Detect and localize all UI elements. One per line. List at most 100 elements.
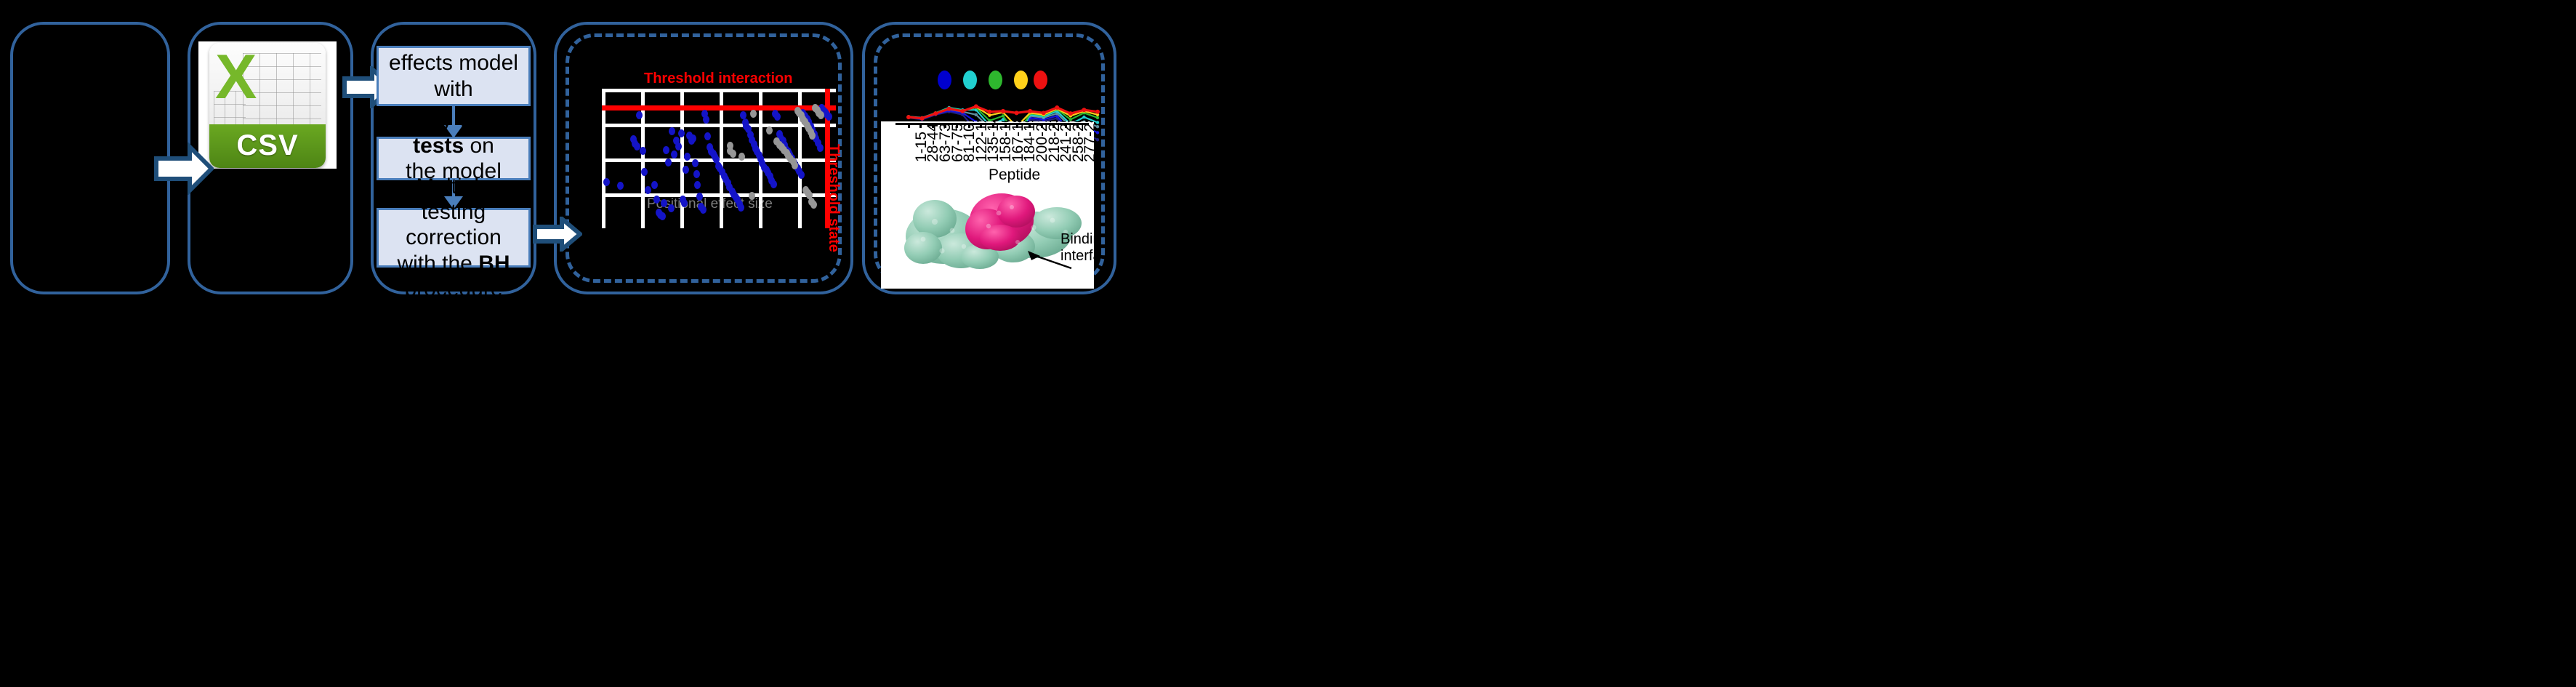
marker-series-cyan [1001,118,1005,121]
peptide-tick [919,123,922,128]
connector-arrowhead-bh [444,196,463,209]
marker-series-red [1055,105,1060,110]
protein-structure-image [904,193,1082,270]
statistics-panel[interactable] [371,22,536,294]
connector-wald-to-bh [452,180,455,198]
scatter-point-significant [770,180,777,188]
scatter-point-significant [693,170,700,179]
peptide-tick [956,123,959,128]
threshold-state-line [825,89,830,228]
marker-series-red [973,104,978,109]
step-bh-box[interactable]: Multiple testing correction with the BH pr… [377,174,531,301]
scatter-point-significant [749,135,756,144]
scatter-point-significant [696,192,703,201]
peptide-tick [931,123,934,128]
marker-series-cyan [1082,115,1086,119]
peptide-tick [992,123,994,128]
scatter-point-significant [726,182,733,191]
scatter-point-significant [738,204,745,212]
scatter-point-significant [644,186,651,195]
marker-series-red [1001,108,1005,113]
volcano-panel[interactable] [554,22,853,294]
scatter-point-significant [813,134,820,142]
scatter-point-significant [745,124,752,133]
binding-interface-line1: Binding [1060,231,1094,247]
scatter-point-significant [719,167,725,176]
scatter-point-significant [672,137,680,145]
csv-x-letter: X [215,42,257,112]
scatter-point-nonsignificant [792,161,799,169]
peptide-tick [1064,123,1067,128]
marker-series-red [1082,108,1087,113]
scatter-point-significant [779,137,786,145]
scatter-point-significant [750,140,757,148]
scatter-point-significant [669,127,676,136]
scatter-point-significant [757,155,765,164]
threshold-state-label: Threshold state [826,144,842,252]
scatter-point-significant [636,111,643,120]
scatter-point-significant [651,181,658,190]
legend-dot-5 [1034,71,1047,89]
connector-arrowhead-wald [444,125,463,138]
marker-series-blue [1095,131,1100,134]
csv-grid-cells-left [214,90,246,124]
marker-series-yellow [988,113,991,117]
scatter-point-nonsignificant [766,126,773,134]
csv-label-band: CSV [209,124,326,168]
volcano-scatter-plot[interactable]: Positional effect size [602,89,836,228]
results-panel[interactable] [862,22,1116,294]
connector-reml-to-wald [452,106,455,126]
step-reml-box[interactable]: Fit a linear mixed-effects model withREM… [377,0,531,152]
marker-series-green [1095,116,1100,120]
scatter-point-significant [659,212,666,221]
scatter-point-nonsignificant [729,149,736,158]
scatter-point-significant [675,142,682,151]
marker-series-red [919,116,925,121]
scatter-point-nonsignificant [817,111,824,120]
marker-series-green [1068,118,1073,121]
scatter-point-significant [639,146,646,155]
marker-series-red [1095,109,1100,114]
peptide-tick [967,123,970,128]
arrow-to-csv [154,142,214,195]
scatter-point-significant [680,199,688,208]
legend-dot-1 [938,71,951,89]
peptide-tick [1052,123,1055,128]
scatter-point-significant [667,204,675,212]
csv-file-icon[interactable]: X CSV [198,41,337,169]
scatter-point-significant [766,172,773,180]
scatter-point-significant [683,166,690,174]
peptide-tick [1028,123,1031,128]
binding-interface-line2: interface [1060,248,1094,264]
scatter-point-nonsignificant [750,109,757,118]
scatter-point-significant [679,195,686,204]
marker-series-red [1014,111,1019,116]
scatter-point-significant [641,167,648,176]
marker-series-red [960,108,965,113]
scatter-point-significant [739,111,746,120]
y-axis-zero-label: 0.0 [881,121,897,125]
peptide-tick [943,123,946,128]
legend-dot-3 [989,71,1002,89]
volcano-panel-inner-dashed [565,33,842,283]
scatter-point-significant [825,112,832,121]
data-source-panel[interactable] [10,22,170,294]
scatter-point-significant [776,129,783,138]
scatter-point-significant [797,170,805,179]
scatter-point-significant [724,179,731,188]
scatter-point-nonsignificant [806,190,813,199]
marker-series-cyan [1095,121,1100,124]
scatter-point-significant [713,156,720,164]
scatter-point-nonsignificant [726,141,733,150]
results-figure-card[interactable]: 0.0 1-1528-4463-7367-7581-101122-129135-… [881,121,1094,289]
scatter-point-significant [690,134,697,142]
scatter-point-significant [703,116,710,124]
scatter-point-nonsignificant [809,131,816,140]
scatter-point-significant [661,198,668,207]
scatter-point-significant [685,131,693,140]
threshold-interaction-line [602,105,836,111]
scatter-point-significant [815,139,822,148]
peptide-tick [907,123,910,128]
scatter-point-significant [653,195,661,204]
